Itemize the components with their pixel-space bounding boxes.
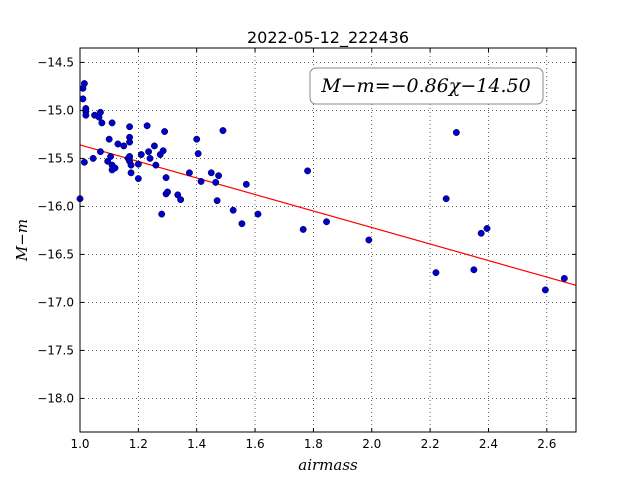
data-point [114,140,122,148]
data-point [79,95,87,103]
data-point [107,153,115,160]
data-point [105,135,113,143]
y-tick-label: −15.0 [37,103,74,117]
data-point [193,135,201,143]
data-point [177,196,185,204]
data-point [126,138,134,146]
chart-title: 2022-05-12_222436 [247,28,409,48]
data-point [212,178,220,186]
data-point [185,169,193,177]
x-axis-label: airmass [298,456,358,474]
data-point [161,128,169,135]
x-tick-label: 1.4 [187,437,206,451]
grid-lines [79,48,576,432]
y-tick-label: −16.5 [37,247,74,261]
y-axis-label: M−m [13,219,31,262]
data-point [304,167,312,175]
data-point [134,160,142,168]
x-tick-label: 2.4 [479,437,498,451]
data-point [120,142,128,150]
data-point [365,236,373,244]
y-tick-labels: −14.5 −15.0 −15.5 −16.0 −16.5 −17.0 −17.5 −18.0 [37,55,74,405]
data-point [111,164,119,172]
data-point [145,148,153,156]
x-tick-label: 2.2 [421,437,440,451]
x-tick-label: 1.0 [70,437,89,451]
data-point [470,266,478,274]
x-tick-label: 1.2 [129,437,148,451]
data-point [254,210,262,218]
data-point [80,158,88,166]
data-point [126,123,134,131]
x-tick-label: 1.6 [246,437,265,451]
data-points [76,80,568,294]
fit-line-layer [79,144,577,286]
data-point [213,197,221,205]
data-point [432,269,440,277]
data-point [150,142,158,150]
data-point [162,174,170,182]
x-tick-label: 2.6 [537,437,556,451]
y-tick-label: −18.0 [37,391,74,405]
data-point [96,108,104,116]
data-point [541,286,549,294]
y-tick-label: −16.0 [37,199,74,213]
data-point [299,225,307,233]
data-point [219,127,227,135]
data-point [152,161,160,169]
fit-equation-annotation: M−m=−0.86χ−14.50 [320,75,530,97]
data-point [323,218,330,226]
data-point [158,210,166,218]
data-point [134,175,142,183]
y-tick-label: −17.5 [37,343,74,357]
data-point [477,229,485,237]
data-point [238,220,246,228]
data-point [89,154,97,162]
y-tick-label: −15.5 [37,151,74,165]
data-point [96,148,104,156]
data-point [82,111,90,119]
data-point [146,154,154,162]
plot-frame [79,47,577,433]
data-point [80,80,88,87]
x-tick-labels: 1.0 1.2 1.4 1.6 1.8 2.0 2.2 2.4 2.6 [70,437,556,451]
annotation-box [309,67,544,105]
data-point [143,122,151,130]
x-tick-label: 1.8 [304,437,323,451]
data-point [108,119,116,127]
data-point [159,147,167,155]
data-point [207,169,215,177]
y-tick-label: −14.5 [37,55,74,69]
data-point [229,206,237,214]
axis-ticks [79,48,576,432]
data-point [242,180,250,188]
data-point [452,129,460,136]
x-tick-label: 2.0 [362,437,381,451]
data-point [197,177,205,185]
plot-area [80,48,576,432]
data-point [194,150,202,158]
y-tick-label: −17.0 [37,295,74,309]
fit-line [79,144,577,286]
data-point [137,151,145,159]
data-point [215,172,223,180]
data-point [442,195,450,203]
data-point [127,169,135,177]
data-point [483,225,491,232]
data-point [164,188,171,196]
data-point [127,161,135,169]
data-point [98,119,106,127]
data-point [560,274,568,282]
